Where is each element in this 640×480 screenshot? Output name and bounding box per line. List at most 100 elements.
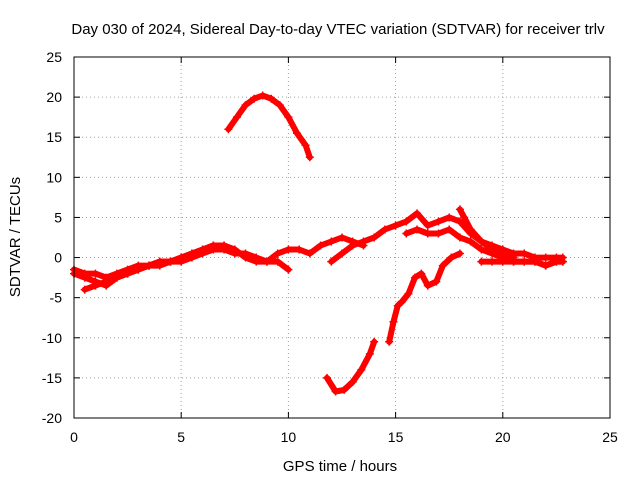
tick-layer: 0 5 10 15 20 25 -20 -15 -10 -5 0 5 10 15 20 25 — [42, 49, 618, 445]
data-point — [520, 249, 529, 258]
y-tick-label: 5 — [54, 209, 62, 225]
data-point — [284, 113, 293, 122]
data-point — [558, 257, 567, 266]
data-point — [359, 237, 368, 246]
data-point — [417, 269, 426, 278]
y-tick-label: -20 — [42, 410, 62, 426]
series-arc-right-spike — [455, 205, 518, 262]
plot-frame — [73, 56, 611, 419]
data-point — [102, 277, 111, 286]
y-tick-label: -15 — [42, 370, 62, 386]
series-arc-main-low-c — [80, 233, 368, 294]
series-arc-high — [224, 91, 314, 162]
data-point — [155, 257, 164, 266]
data-point — [80, 285, 89, 294]
data-point — [393, 301, 402, 310]
data-point — [348, 377, 357, 386]
data-point — [438, 261, 447, 270]
series-layer — [70, 91, 567, 396]
data-point — [232, 113, 241, 122]
data-point — [370, 233, 379, 242]
data-point — [498, 257, 507, 266]
data-point — [402, 217, 411, 226]
x-tick-label: 5 — [177, 429, 185, 445]
x-axis-label: GPS time / hours — [283, 458, 397, 475]
data-point — [322, 373, 331, 382]
data-point — [455, 249, 464, 258]
data-point — [273, 257, 282, 266]
data-point — [284, 265, 293, 274]
data-point — [305, 153, 314, 162]
data-point — [241, 101, 250, 110]
data-point — [123, 269, 132, 278]
data-point — [370, 337, 379, 346]
data-point — [509, 257, 518, 266]
data-point — [423, 281, 432, 290]
data-point — [209, 241, 218, 250]
data-point — [385, 337, 394, 346]
data-point — [198, 245, 207, 254]
data-point — [413, 209, 422, 218]
data-point — [187, 249, 196, 258]
data-point — [488, 257, 497, 266]
data-point — [292, 129, 301, 138]
data-point — [391, 221, 400, 230]
data-point — [423, 221, 432, 230]
data-point — [498, 249, 507, 258]
data-point — [340, 385, 349, 394]
data-point — [530, 257, 539, 266]
data-point — [327, 237, 336, 246]
data-point — [445, 225, 454, 234]
y-tick-label: 25 — [46, 49, 62, 65]
data-point — [338, 249, 346, 258]
data-point — [477, 237, 486, 246]
data-point — [295, 245, 304, 254]
data-point — [357, 365, 366, 374]
series-arc-right-low — [477, 257, 567, 270]
series-arc-mid-upper — [327, 209, 567, 266]
data-point — [273, 249, 282, 258]
data-point — [455, 217, 464, 226]
data-point — [338, 233, 346, 242]
y-tick-label: 10 — [46, 169, 62, 185]
data-point — [250, 94, 259, 103]
data-point — [404, 289, 413, 298]
data-point — [434, 229, 443, 238]
data-point — [230, 245, 239, 254]
data-point — [301, 141, 310, 150]
data-point — [541, 253, 550, 262]
data-point — [262, 257, 271, 266]
x-tick-label: 25 — [602, 429, 618, 445]
data-point — [432, 277, 441, 286]
y-tick-label: 0 — [54, 250, 62, 266]
data-point — [327, 257, 336, 266]
data-point — [275, 101, 284, 110]
chart-title: Day 030 of 2024, Sidereal Day-to-day VTE… — [71, 21, 605, 38]
data-point — [267, 94, 276, 103]
data-point — [434, 217, 443, 226]
data-point — [477, 257, 486, 266]
data-point — [445, 213, 454, 222]
data-point — [413, 225, 422, 234]
data-point — [466, 225, 475, 234]
data-point — [305, 249, 314, 258]
data-point — [455, 233, 464, 242]
data-point — [80, 269, 89, 278]
data-point — [402, 229, 411, 238]
data-point — [447, 253, 456, 262]
data-point — [166, 257, 175, 266]
data-point — [423, 229, 432, 238]
data-point — [455, 205, 464, 214]
data-point — [466, 237, 475, 246]
data-point — [541, 261, 550, 270]
data-point — [398, 297, 407, 306]
data-point — [410, 273, 419, 282]
y-tick-label: 15 — [46, 129, 62, 145]
data-point — [365, 349, 374, 358]
data-point — [220, 241, 229, 250]
data-point — [241, 253, 250, 262]
y-tick-label: -10 — [42, 330, 62, 346]
